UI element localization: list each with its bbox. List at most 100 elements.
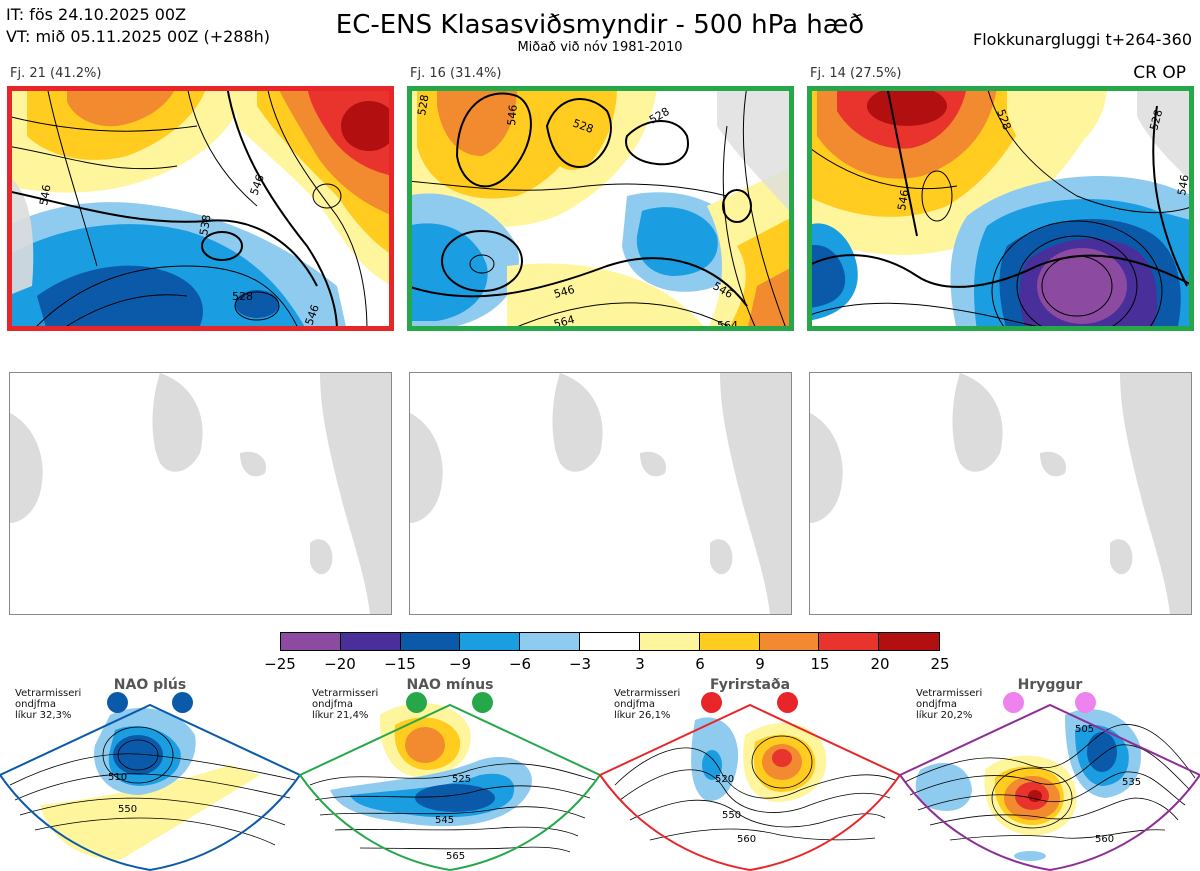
colorbar-tick-label: −6 [508,655,532,673]
contour-label: 546 [37,184,53,207]
regime-note-ridge: Vetrarmisseri ondjfma líkur 20,2% [916,688,982,721]
colorbar-swatch [281,633,341,650]
regime-nao-plus-map: 510 550 [0,703,302,871]
colorbar-tick-label: −3 [568,655,592,673]
contour-label: 565 [446,851,465,862]
note-line: líkur 26,1% [614,710,671,721]
colorbar-tick-label: −15 [384,655,416,673]
contour-label: 510 [108,772,127,783]
regime-dot-blocking-right [777,692,798,713]
note-line: Vetrarmisseri [614,688,681,699]
page-subtitle: Miðað við nóv 1981-2010 [517,40,683,55]
regime-title-ridge: Hryggur [1017,677,1083,693]
note-line: líkur 32,3% [15,710,72,721]
regime-dot-ridge-left [1003,692,1024,713]
note-line: ondjfma [15,699,56,710]
valid-time: VT: mið 05.11.2025 00Z (+288h) [6,27,271,46]
regime-ridge-map: 505 535 560 [898,703,1200,871]
regime-note-nao-plus: Vetrarmisseri ondjfma líkur 32,3% [15,688,81,721]
contour-label: 528 [415,94,431,117]
note-line: ondjfma [614,699,655,710]
note-line: ondjfma [312,699,353,710]
regime-dot-nao-minus-left [406,692,427,713]
colorbar-tick-label: 6 [695,655,705,673]
base-map-2 [409,372,792,615]
colorbar-swatch [460,633,521,650]
colorbar-swatch [520,633,581,650]
contour-label: 505 [1075,724,1094,735]
classification-window: Flokkunargluggi t+264-360 [973,30,1192,49]
cluster-2-label: Fj. 16 (31.4%) [410,66,502,81]
header-info: IT: fös 24.10.2025 00Z VT: mið 05.11.202… [6,4,270,48]
colorbar-swatch [340,633,401,650]
colorbar-swatch [699,633,760,650]
contour-label: 560 [1095,834,1114,845]
base-map-3 [809,372,1192,615]
anomaly-colorbar [280,632,940,651]
cr-op-label: CR OP [1133,63,1186,83]
colorbar-swatch [400,633,461,650]
contour-label: 528 [232,290,253,303]
contour-label: 525 [452,774,471,785]
contour-label: 564 [717,319,738,331]
page-title: EC-ENS Klasasviðsmyndir - 500 hPa hæð [335,10,865,40]
regime-title-nao-minus: NAO mínus [406,677,494,693]
colorbar-tick-label: −9 [448,655,472,673]
regime-fans: 510 550 525 545 565 520 550 [0,703,1200,871]
colorbar-tick-label: −25 [264,655,296,673]
note-line: líkur 20,2% [916,710,973,721]
colorbar-tick-label: 15 [810,655,830,673]
coastline-land [810,373,1191,614]
cluster-3-anomaly-field: 528 546 528 546 [807,86,1194,331]
contour-label: 550 [722,810,741,821]
cluster-3-label: Fj. 14 (27.5%) [810,66,902,81]
regime-dot-nao-minus-right [472,692,493,713]
contour-label: 546 [895,189,911,212]
note-line: ondjfma [916,699,957,710]
contour-label: 546 [552,283,576,301]
note-line: líkur 21,4% [312,710,369,721]
coastline-land [410,373,791,614]
contour-label: 520 [715,774,734,785]
colorbar-swatch [759,633,820,650]
cluster-2-anomaly-field: 528 546 528 528 546 546 564 564 [407,86,794,331]
contour-label: 535 [1122,777,1141,788]
regime-dot-ridge-right [1075,692,1096,713]
regime-nao-minus-map: 525 545 565 [298,703,602,871]
colorbar-swatch [819,633,880,650]
colorbar-tick-label: 9 [755,655,765,673]
base-map-1 [9,372,392,615]
colorbar-tick-label: 3 [635,655,645,673]
contour-label: 538 [197,214,213,237]
regime-dot-nao-plus-left [107,692,128,713]
regime-title-blocking: Fyrirstaða [709,677,791,693]
colorbar-swatch [580,633,640,650]
cluster-1-map: 546 538 528 546 546 [7,86,394,331]
contour-label: 560 [737,834,756,845]
init-time: IT: fös 24.10.2025 00Z [6,5,187,24]
contour-label: 528 [1147,108,1165,132]
note-line: Vetrarmisseri [312,688,379,699]
coastline-land [10,373,391,614]
cluster-3-map: 528 546 528 546 [807,86,1194,331]
regime-title-nao-plus: NAO plús [113,677,187,693]
cluster-1-anomaly-field: 546 538 528 546 546 [7,86,394,331]
contour-label: 546 [505,104,520,126]
cluster-2-map: 528 546 528 528 546 546 564 564 [407,86,794,331]
contour-label: 545 [435,815,454,826]
colorbar-swatch [639,633,700,650]
regime-blocking-map: 520 550 560 [598,703,902,871]
contour-label: 546 [1175,174,1191,197]
colorbar-swatch [879,633,939,650]
colorbar-tick-label: −20 [324,655,356,673]
regime-dot-blocking-left [701,692,722,713]
regime-dot-nao-plus-right [172,692,193,713]
colorbar-tick-label: 20 [870,655,890,673]
regime-note-nao-minus: Vetrarmisseri ondjfma líkur 21,4% [312,688,378,721]
cluster-1-label: Fj. 21 (41.2%) [10,66,102,81]
colorbar-tick-label: 25 [930,655,950,673]
note-line: Vetrarmisseri [15,688,82,699]
note-line: Vetrarmisseri [916,688,983,699]
regime-note-blocking: Vetrarmisseri ondjfma líkur 26,1% [614,688,680,721]
contour-label: 550 [118,804,137,815]
